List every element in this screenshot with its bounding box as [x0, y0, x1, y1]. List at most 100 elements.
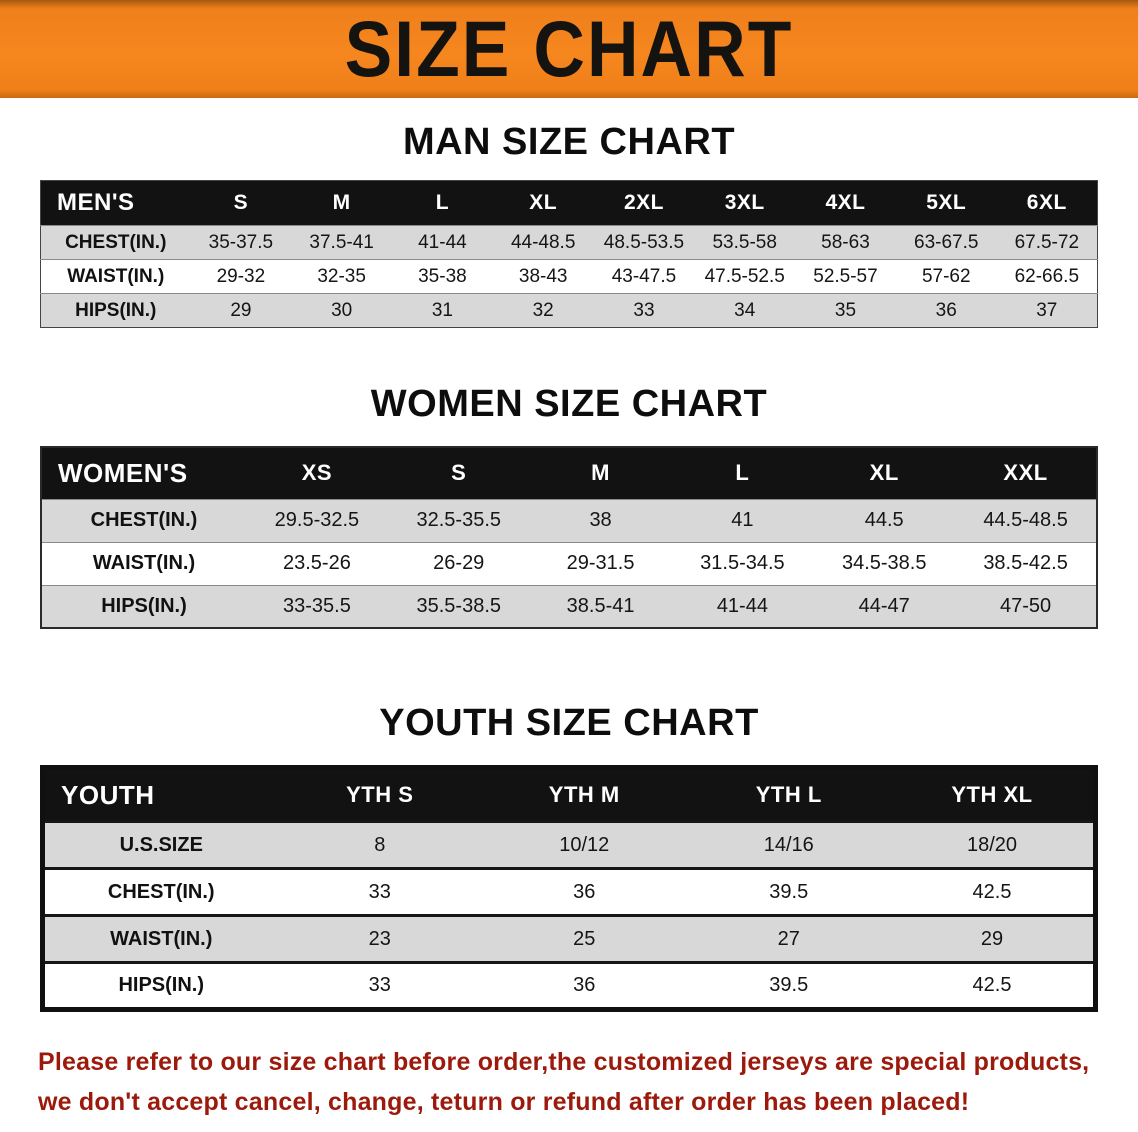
size-value-cell: 29.5-32.5: [274, 509, 360, 531]
size-value-cell: 42.5: [972, 880, 1012, 903]
order-notice: Please refer to our size chart before or…: [38, 1042, 1108, 1122]
size-value-cell: 39.5: [769, 880, 809, 903]
size-header-cell: S: [190, 180, 292, 226]
size-header-cell: YTH XL: [891, 767, 1096, 822]
size-header-cell: 6XL: [996, 180, 1098, 226]
banner: SIZE CHART: [0, 0, 1138, 98]
size-value-cell: 33-35.5: [282, 594, 351, 617]
size-value-cell: 29-31.5: [566, 552, 635, 574]
size-value-cell: 32.5-35.5: [416, 509, 501, 531]
size-header-cell: XL: [492, 180, 594, 226]
size-value-cell: 23: [368, 927, 391, 950]
table-row: HIPS(IN.) 33-35.5 35.5-38.5 38.5-41 41-44 44-…: [41, 585, 1097, 628]
size-value-cell: 34: [734, 299, 756, 321]
size-header-cell: YTH L: [686, 767, 891, 822]
size-value-cell: 26-29: [433, 552, 485, 574]
size-value-cell: 35-37.5: [208, 231, 274, 253]
table-header-row: YOUTH YTH S YTH M YTH L YTH XL: [42, 767, 1096, 822]
size-header-cell: L: [392, 180, 493, 226]
size-value-cell: 42.5: [972, 974, 1012, 996]
men-section-heading: MAN SIZE CHART: [402, 121, 736, 163]
size-header-cell: S: [387, 447, 530, 499]
size-value-cell: 36: [573, 880, 596, 903]
size-value-cell: 29: [980, 927, 1004, 950]
size-value-cell: 32-35: [317, 265, 366, 287]
table-title-cell: WOMEN'S: [41, 447, 246, 499]
size-value-cell: 52.5-57: [813, 265, 878, 287]
table-row: CHEST(IN.) 29.5-32.5 32.5-35.5 38 41 44.5 44.5…: [41, 499, 1097, 542]
row-label-cell: HIPS(IN.): [75, 299, 157, 321]
size-value-cell: 30: [331, 299, 353, 321]
size-header-cell: XXL: [955, 447, 1097, 499]
size-header-cell: M: [291, 180, 393, 226]
size-value-cell: 33: [368, 974, 391, 996]
size-value-cell: 44.5: [864, 509, 904, 531]
size-value-cell: 39.5: [769, 974, 809, 996]
size-value-cell: 10/12: [559, 833, 610, 856]
size-value-cell: 38: [589, 509, 612, 531]
table-title-cell: YOUTH: [42, 767, 278, 822]
size-value-cell: 44.5-48.5: [983, 509, 1068, 531]
size-value-cell: 62-66.5: [1014, 265, 1080, 287]
size-value-cell: 53.5-58: [712, 231, 777, 253]
size-value-cell: 36: [573, 974, 596, 996]
size-value-cell: 48.5-53.5: [603, 231, 685, 253]
table-header-row: WOMEN'S XS S M L XL XXL: [41, 447, 1097, 499]
row-label-cell: WAIST(IN.): [92, 552, 196, 574]
size-value-cell: 43-47.5: [611, 265, 677, 287]
size-value-cell: 29: [230, 299, 252, 321]
size-value-cell: 41: [731, 509, 754, 531]
size-value-cell: 37.5-41: [309, 231, 374, 253]
size-value-cell: 57-62: [921, 265, 971, 287]
size-value-cell: 67.5-72: [1014, 231, 1080, 253]
women-size-table: WOMEN'S XS S M L XL XXL CHEST(IN.) 29.5-32.5 32.5…: [40, 446, 1098, 629]
size-value-cell: 31: [431, 299, 453, 321]
size-value-cell: 41-44: [716, 594, 768, 617]
size-value-cell: 44-48.5: [510, 231, 576, 253]
order-notice-line-2: we don't accept cancel, change, teturn o…: [38, 1088, 970, 1116]
table-header-row: MEN'S S M L XL 2XL 3XL 4XL 5XL 6XL: [40, 180, 1098, 226]
row-label-cell: WAIST(IN.): [110, 927, 213, 950]
size-value-cell: 33: [633, 299, 655, 321]
size-header-cell: 2XL: [593, 180, 695, 226]
row-label-cell: HIPS(IN.): [118, 974, 205, 996]
size-value-cell: 38.5-42.5: [983, 552, 1068, 574]
size-value-cell: 27: [777, 927, 800, 950]
size-header-cell: 3XL: [694, 180, 796, 226]
size-header-cell: XL: [813, 447, 956, 499]
table-row: CHEST(IN.) 35-37.5 37.5-41 41-44 44-48.5 48.5…: [40, 225, 1098, 260]
men-size-table: MEN'S S M L XL 2XL 3XL 4XL 5XL 6XL CHEST(IN.) 35-37…: [40, 180, 1098, 328]
size-value-cell: 35: [834, 299, 857, 321]
youth-section-heading: YOUTH SIZE CHART: [379, 702, 759, 744]
size-value-cell: 31.5-34.5: [700, 552, 785, 574]
table-row: HIPS(IN.) 33 36 39.5 42.5: [42, 962, 1096, 1010]
women-section-heading: WOMEN SIZE CHART: [370, 383, 768, 425]
size-header-cell: 4XL: [795, 180, 896, 226]
size-value-cell: 8: [374, 833, 386, 856]
size-header-cell: L: [671, 447, 814, 499]
table-row: WAIST(IN.) 23 25 27 29: [42, 915, 1096, 963]
size-value-cell: 18/20: [966, 833, 1018, 856]
women-size-section: WOMEN SIZE CHART WOMEN'S XS S M L XL XXL CHEST(…: [0, 382, 1138, 629]
row-label-cell: CHEST(IN.): [65, 231, 167, 253]
size-value-cell: 34.5-38.5: [841, 552, 927, 574]
size-header-cell: XS: [246, 447, 388, 499]
size-header-cell: YTH S: [277, 767, 482, 822]
size-header-cell: YTH M: [482, 767, 687, 822]
page-title: SIZE CHART: [344, 5, 794, 93]
youth-size-section: YOUTH SIZE CHART YOUTH YTH S YTH M YTH L YTH…: [0, 701, 1138, 1012]
size-value-cell: 29-32: [216, 265, 266, 287]
size-header-cell: M: [529, 447, 672, 499]
size-value-cell: 35-38: [418, 265, 467, 287]
size-value-cell: 33: [368, 880, 391, 903]
size-value-cell: 14/16: [763, 833, 814, 856]
size-header-cell: 5XL: [895, 180, 997, 226]
size-value-cell: 32: [532, 299, 554, 321]
table-row: CHEST(IN.) 33 36 39.5 42.5: [42, 868, 1096, 916]
youth-size-table: YOUTH YTH S YTH M YTH L YTH XL U.S.SIZE 8 10/12…: [40, 765, 1098, 1012]
table-row: HIPS(IN.) 29 30 31 32 33 34 35 36 37: [40, 293, 1098, 328]
table-title-cell: MEN'S: [40, 180, 191, 226]
size-value-cell: 25: [573, 927, 596, 950]
row-label-cell: CHEST(IN.): [90, 509, 198, 531]
